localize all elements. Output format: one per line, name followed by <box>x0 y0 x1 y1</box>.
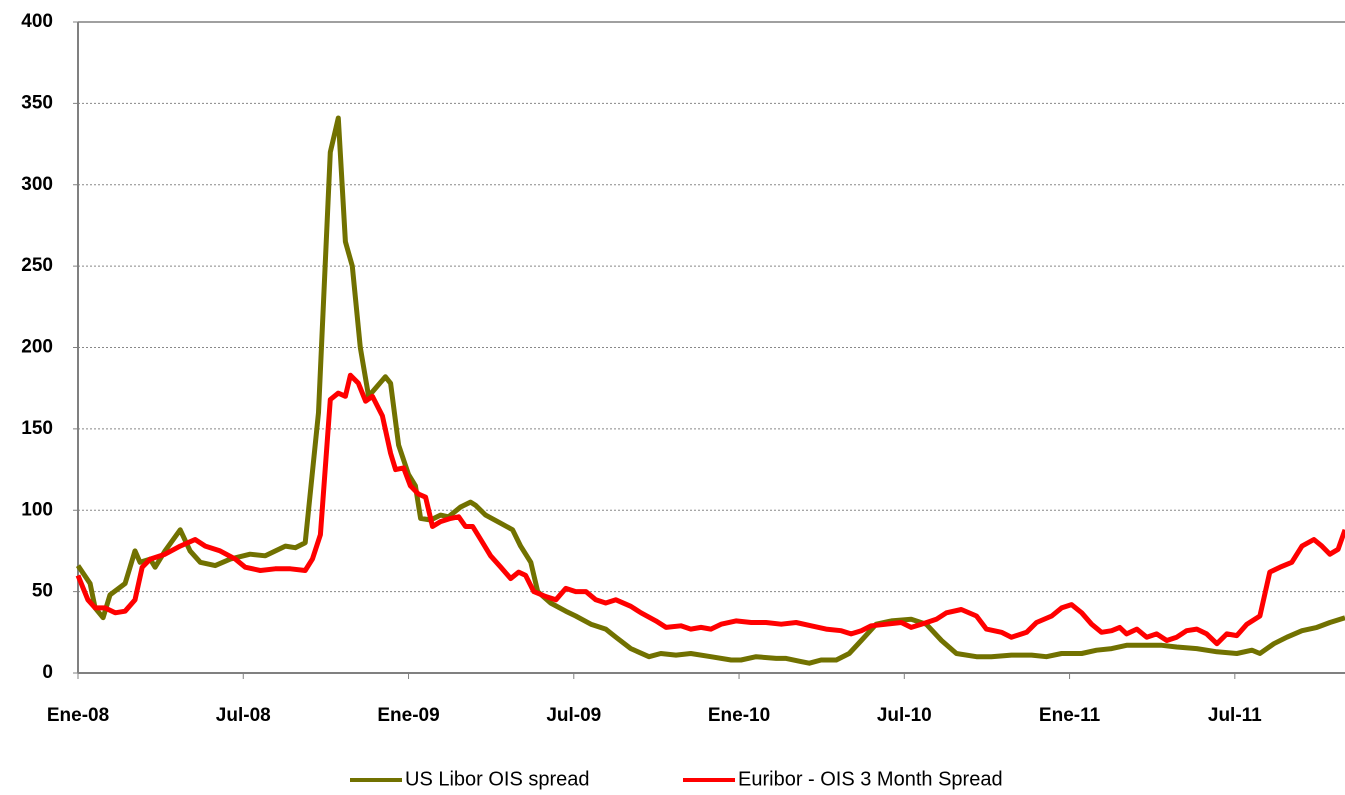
x-tick-label: Ene-10 <box>708 705 770 726</box>
x-tick-label: Jul-09 <box>546 705 601 726</box>
data-line <box>75 372 1345 647</box>
x-tick-label: Ene-11 <box>1039 705 1101 726</box>
x-tick-label: Jul-10 <box>877 705 932 726</box>
y-tick-label: 50 <box>32 581 53 602</box>
y-tick-label: 200 <box>21 337 53 358</box>
x-tick-label: Jul-11 <box>1208 705 1262 726</box>
x-tick-label: Jul-08 <box>216 705 271 726</box>
y-tick-label: 300 <box>21 174 53 195</box>
legend-label: Euribor - OIS 3 Month Spread <box>738 768 1003 790</box>
y-tick-label: 100 <box>21 499 53 520</box>
y-tick-label: 400 <box>21 11 53 32</box>
legend-label: US Libor OIS spread <box>405 768 590 790</box>
x-tick-label: Ene-08 <box>47 705 109 726</box>
x-tick-label: Ene-09 <box>377 705 439 726</box>
y-tick-label: 0 <box>42 662 53 683</box>
data-line <box>75 115 1345 666</box>
y-tick-label: 350 <box>21 92 53 113</box>
y-tick-label: 250 <box>21 255 53 276</box>
y-tick-label: 150 <box>21 418 53 439</box>
